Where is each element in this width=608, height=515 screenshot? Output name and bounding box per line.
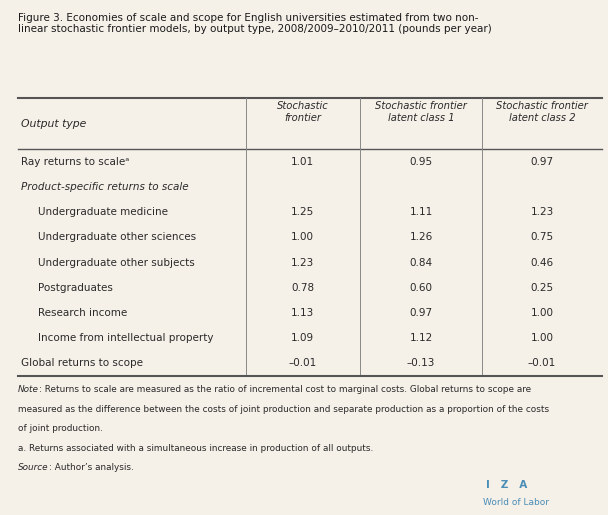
Text: of joint production.: of joint production. [18, 424, 103, 433]
Text: 1.26: 1.26 [409, 232, 433, 243]
Text: Stochastic frontier
latent class 2: Stochastic frontier latent class 2 [496, 101, 588, 123]
Text: 1.00: 1.00 [531, 333, 554, 343]
Text: Income from intellectual property: Income from intellectual property [38, 333, 214, 343]
Text: Ray returns to scaleᵃ: Ray returns to scaleᵃ [21, 157, 130, 167]
Text: 1.00: 1.00 [291, 232, 314, 243]
Text: 1.23: 1.23 [291, 258, 314, 268]
Text: Stochastic frontier
latent class 1: Stochastic frontier latent class 1 [375, 101, 467, 123]
Text: Figure 3. Economies of scale and scope for English universities estimated from t: Figure 3. Economies of scale and scope f… [18, 13, 492, 35]
Text: Output type: Output type [21, 118, 87, 129]
Text: I   Z   A: I Z A [486, 480, 528, 490]
Text: 0.97: 0.97 [531, 157, 554, 167]
Text: : Author’s analysis.: : Author’s analysis. [49, 464, 134, 472]
Text: –0.13: –0.13 [407, 358, 435, 368]
Text: 0.97: 0.97 [409, 308, 432, 318]
Text: Product-specific returns to scale: Product-specific returns to scale [21, 182, 189, 192]
Text: Undergraduate other subjects: Undergraduate other subjects [38, 258, 195, 268]
Text: 0.46: 0.46 [531, 258, 554, 268]
Text: 0.25: 0.25 [531, 283, 554, 293]
Text: 1.23: 1.23 [530, 208, 554, 217]
Text: 0.75: 0.75 [531, 232, 554, 243]
Text: 1.09: 1.09 [291, 333, 314, 343]
Text: 0.95: 0.95 [409, 157, 432, 167]
Text: Stochastic
frontier: Stochastic frontier [277, 101, 329, 123]
Text: 1.13: 1.13 [291, 308, 314, 318]
Text: Research income: Research income [38, 308, 128, 318]
Text: Global returns to scope: Global returns to scope [21, 358, 143, 368]
Text: measured as the difference between the costs of joint production and separate pr: measured as the difference between the c… [18, 405, 550, 414]
Text: Undergraduate other sciences: Undergraduate other sciences [38, 232, 196, 243]
Text: 1.01: 1.01 [291, 157, 314, 167]
Text: Undergraduate medicine: Undergraduate medicine [38, 208, 168, 217]
Text: 1.00: 1.00 [531, 308, 554, 318]
Text: a. Returns associated with a simultaneous increase in production of all outputs.: a. Returns associated with a simultaneou… [18, 444, 373, 453]
Text: Source: Source [18, 464, 49, 472]
Text: 0.78: 0.78 [291, 283, 314, 293]
Text: Postgraduates: Postgraduates [38, 283, 113, 293]
Text: 0.60: 0.60 [409, 283, 432, 293]
Text: Note: Note [18, 385, 40, 394]
Text: –0.01: –0.01 [528, 358, 556, 368]
Text: 1.11: 1.11 [409, 208, 433, 217]
Text: 0.84: 0.84 [409, 258, 432, 268]
Text: 1.12: 1.12 [409, 333, 433, 343]
Text: 1.25: 1.25 [291, 208, 314, 217]
Text: World of Labor: World of Labor [483, 499, 550, 507]
Text: : Returns to scale are measured as the ratio of incremental cost to marginal cos: : Returns to scale are measured as the r… [40, 385, 531, 394]
Text: –0.01: –0.01 [289, 358, 317, 368]
